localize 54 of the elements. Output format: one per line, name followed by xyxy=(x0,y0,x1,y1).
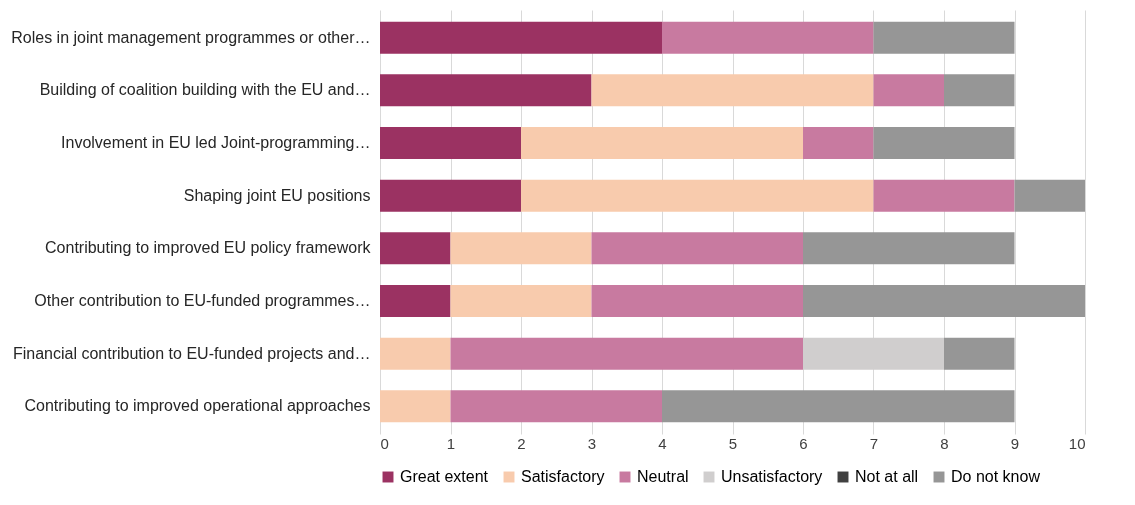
bar xyxy=(662,21,874,54)
bar xyxy=(873,74,944,107)
x-tick-label: 9 xyxy=(1010,434,1020,452)
bar xyxy=(380,232,451,265)
y-tick-label: Involvement in EU led Joint-programming… xyxy=(61,133,371,151)
bar xyxy=(591,74,874,107)
y-tick-label: Shaping joint EU positions xyxy=(183,186,371,204)
bar xyxy=(380,390,451,423)
x-tick-label: 10 xyxy=(1068,434,1086,452)
bar xyxy=(803,232,1015,265)
y-tick-label: Contributing to improved EU policy framework xyxy=(45,239,372,257)
y-tick-label: Roles in joint management programmes or other… xyxy=(11,28,371,46)
y-tick-label: Building of coalition building with the EU and… xyxy=(39,81,371,99)
legend-label: Do not know xyxy=(951,468,1041,485)
x-tick-label: 7 xyxy=(869,434,879,452)
bar xyxy=(521,126,803,159)
y-tick-label: Financial contribution to EU-funded projects and… xyxy=(12,344,371,362)
legend-label: Great extent xyxy=(400,468,489,485)
x-tick-label: 4 xyxy=(658,434,667,452)
bar xyxy=(380,21,662,54)
bar xyxy=(803,126,874,159)
bar xyxy=(380,285,451,318)
bar xyxy=(450,390,662,423)
legend-label: Not at all xyxy=(855,468,919,485)
bar xyxy=(944,74,1015,107)
x-tick-label: 6 xyxy=(799,434,808,452)
x-tick-label: 0 xyxy=(380,434,389,452)
bar xyxy=(803,285,1085,318)
x-tick-label: 8 xyxy=(940,434,949,452)
y-tick-label: Contributing to improved operational approaches xyxy=(24,397,371,415)
bar xyxy=(450,285,592,318)
x-tick-label: 5 xyxy=(728,434,738,452)
bar xyxy=(873,21,1015,54)
bar xyxy=(521,179,874,212)
bar xyxy=(380,179,521,212)
bar xyxy=(662,390,1015,423)
bar xyxy=(591,285,803,318)
legend-label: Satisfactory xyxy=(521,468,605,485)
bar xyxy=(450,232,592,265)
x-tick-label: 2 xyxy=(517,434,526,452)
bar xyxy=(380,126,521,159)
x-tick-label: 1 xyxy=(446,434,456,452)
bar xyxy=(591,232,803,265)
y-tick-label: Other contribution to EU-funded programmes… xyxy=(34,292,371,310)
bar xyxy=(944,337,1015,370)
legend-label: Unsatisfactory xyxy=(721,468,823,485)
bar xyxy=(380,74,592,107)
bar xyxy=(873,179,1015,212)
bar xyxy=(450,337,803,370)
bar xyxy=(380,337,451,370)
bar xyxy=(873,126,1015,159)
bar xyxy=(1014,179,1085,212)
x-tick-label: 3 xyxy=(587,434,597,452)
legend-label: Neutral xyxy=(637,468,689,485)
